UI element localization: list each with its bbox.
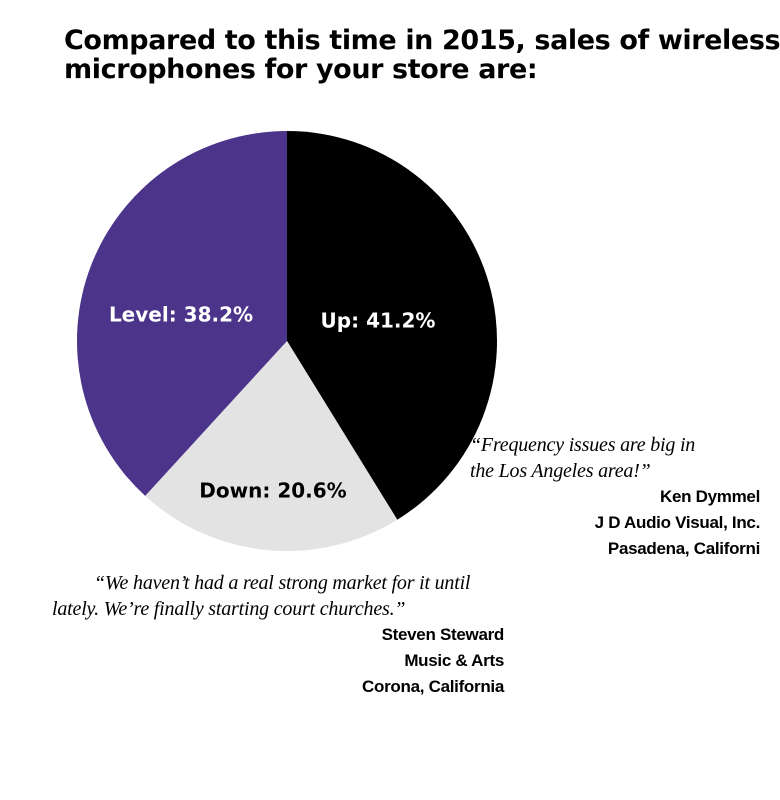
quote-attribution: Ken Dymmel J D Audio Visual, Inc. Pasade… [470, 484, 761, 562]
attribution-company: J D Audio Visual, Inc. [594, 513, 761, 532]
quote-text: “We haven’t had a real strong market for… [52, 570, 504, 622]
attribution-location: Pasadena, Californi [607, 539, 760, 558]
chart-title-line-2: microphones for your store are: [64, 54, 538, 85]
quote-text-line: “We haven’t had a real strong market for… [94, 572, 471, 594]
quote-text-line: lately. We’re finally starting court chu… [52, 598, 406, 620]
quote-text-line: “Frequency issues are big in [470, 434, 696, 456]
pie-label-level: Level: 38.2% [109, 303, 253, 327]
quote-attribution: Steven Steward Music & Arts Corona, Cali… [52, 622, 504, 700]
pie-slice-up [287, 131, 498, 520]
attribution-name: Ken Dymmel [660, 487, 760, 506]
pie-slice-down [145, 341, 398, 551]
chart-title: Compared to this time in 2015, sales of … [64, 25, 780, 85]
chart-title-line-1: Compared to this time in 2015, sales of … [64, 25, 780, 56]
pie-label-up: Up: 41.2% [321, 309, 436, 333]
attribution-location: Corona, California [362, 677, 504, 696]
pie-label-down: Down: 20.6% [199, 479, 346, 503]
quote-text: “Frequency issues are big in the Los Ang… [470, 432, 760, 484]
attribution-company: Music & Arts [404, 651, 504, 670]
attribution-name: Steven Steward [381, 625, 505, 644]
pie-slice-level [76, 131, 287, 496]
quote-steven-steward: “We haven’t had a real strong market for… [52, 570, 504, 700]
quote-ken-dymmel: “Frequency issues are big in the Los Ang… [470, 432, 760, 562]
quote-text-line: the Los Angeles area!” [470, 460, 651, 482]
